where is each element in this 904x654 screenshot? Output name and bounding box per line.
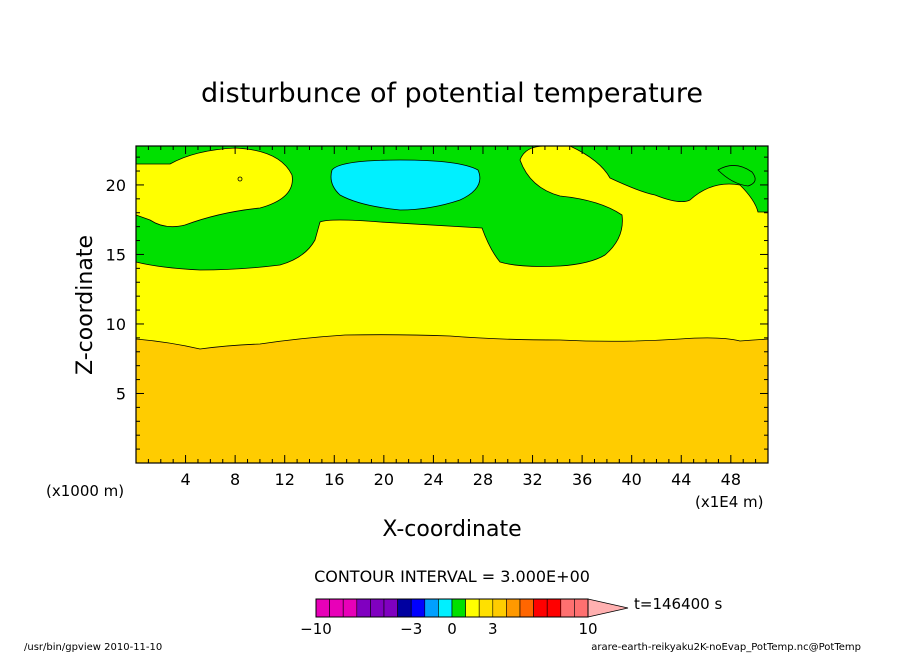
x-tick-label: 12: [275, 470, 295, 489]
colorbar-tick-label: 3: [488, 620, 498, 638]
colorbar-segment: [533, 598, 548, 618]
colorbar-segment: [560, 598, 575, 618]
cold-pool-region: [330, 159, 481, 211]
colorbar-segment: [342, 598, 358, 618]
x-tick-label: 44: [671, 470, 691, 489]
colorbar-segment: [546, 598, 562, 618]
x-tick-label: 16: [324, 470, 344, 489]
colorbar-segment: [492, 598, 507, 618]
y-tick-label: 10: [106, 315, 126, 334]
colorbar-extend-arrow: [587, 598, 629, 618]
x-unit-right: (x1E4 m): [695, 493, 764, 511]
x-tick-label: 8: [230, 470, 240, 489]
small-contour-loop: [237, 176, 243, 182]
x-tick-label: 40: [622, 470, 642, 489]
x-tick-label: 32: [522, 470, 542, 489]
lower-layer-region: [135, 334, 769, 464]
y-tick-label: 15: [106, 245, 126, 264]
colorbar-tick-label: −10: [300, 620, 332, 638]
colorbar: [315, 598, 629, 618]
colorbar-segment: [370, 598, 385, 618]
colorbar-segment: [397, 598, 412, 618]
colorbar-labels: −10 −3 0 3 10: [300, 620, 597, 638]
y-tick-label: 20: [106, 176, 126, 195]
colorbar-segment: [506, 598, 521, 618]
small-green-patch: [717, 165, 756, 187]
colorbar-segment: [329, 598, 344, 618]
x-tick-labels: 4 8 12 16 20 24 28 32 36 40 44 48: [180, 470, 741, 489]
y-tick-label: 5: [116, 384, 126, 403]
colorbar-tick-label: −3: [400, 620, 422, 638]
colorbar-tick-label: 0: [447, 620, 457, 638]
colorbar-segment: [410, 598, 426, 618]
x-tick-label: 48: [721, 470, 741, 489]
colorbar-segment: [356, 598, 371, 618]
axis-ticks: [136, 146, 768, 463]
y-axis-label: Z-coordinate: [73, 235, 98, 375]
colorbar-segment: [519, 598, 534, 618]
x-tick-label: 20: [374, 470, 394, 489]
x-unit-left: (x1000 m): [46, 482, 124, 500]
colorbar-tick-label: 10: [578, 620, 597, 638]
footer-right: arare-earth-reikyaku2K-noEvap_PotTemp.nc…: [591, 642, 861, 653]
footer-left: /usr/bin/gpview 2010-11-10: [24, 642, 162, 653]
x-tick-label: 36: [572, 470, 592, 489]
colorbar-segment: [438, 598, 453, 618]
x-tick-label: 4: [180, 470, 190, 489]
colorbar-segment: [451, 598, 466, 618]
contour-interval: CONTOUR INTERVAL = 3.000E+00: [314, 567, 590, 586]
colorbar-segment: [574, 598, 589, 618]
colorbar-segment: [315, 598, 330, 618]
middle-layer-region: [135, 147, 293, 228]
colorbar-segment: [478, 598, 494, 618]
x-axis-label: X-coordinate: [382, 517, 521, 542]
colorbar-segment: [424, 598, 439, 618]
y-tick-labels: 5 10 15 20: [106, 176, 126, 404]
x-tick-label: 28: [473, 470, 493, 489]
plot-area: [135, 145, 769, 464]
chart-title: disturbunce of potential temperature: [201, 78, 703, 109]
time-label: t=146400 s: [634, 595, 722, 613]
x-tick-label: 24: [423, 470, 443, 489]
plot-frame: [135, 145, 769, 464]
colorbar-frame: [315, 598, 589, 618]
colorbar-segment: [383, 598, 398, 618]
colorbar-segment: [465, 598, 480, 618]
